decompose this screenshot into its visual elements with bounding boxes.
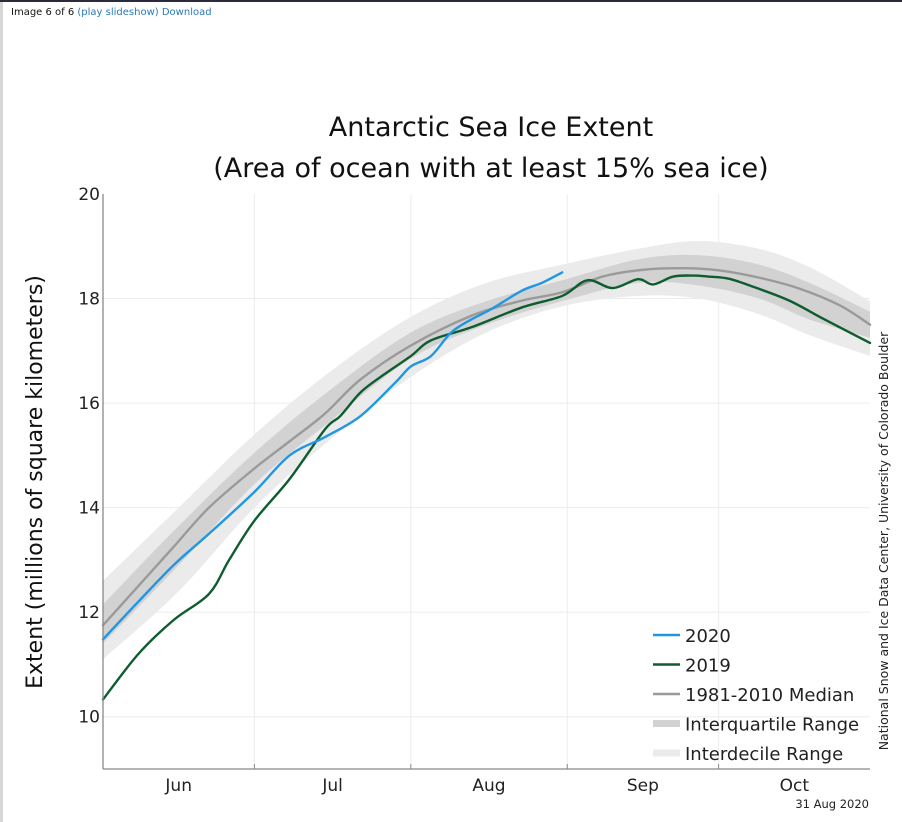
legend-label: Interdecile Range — [685, 744, 843, 765]
chart-title: Antarctic Sea Ice Extent — [329, 112, 653, 143]
x-tick-label: Aug — [472, 776, 505, 796]
x-tick-label: Sep — [627, 776, 659, 796]
y-tick-label: 14 — [78, 499, 100, 519]
y-tick-label: 18 — [78, 290, 100, 310]
y-tick-label: 16 — [78, 394, 100, 414]
window-left-edge — [0, 2, 3, 822]
window-top-border — [0, 0, 902, 2]
legend-item: 2020 — [653, 626, 731, 647]
date-stamp: 31 Aug 2020 — [795, 797, 869, 811]
legend-swatch-band — [653, 720, 680, 727]
y-tick-label: 20 — [78, 185, 100, 205]
series-line-s2019 — [101, 274, 872, 701]
series-line-s2020 — [101, 271, 564, 641]
axis-layer: 10 12 14 16 18 20 Jun Jul Aug Sep Oct — [78, 185, 870, 796]
y-axis-label: Extent (millions of square kilometers) — [23, 275, 48, 689]
legend-item: 1981-2010 Median — [653, 685, 854, 706]
series-layer — [101, 267, 872, 701]
legend-label: 1981-2010 Median — [685, 685, 854, 706]
legend-swatch-band — [653, 749, 680, 757]
x-tick-label: Jun — [164, 776, 192, 796]
y-tick-label: 12 — [78, 603, 100, 623]
legend-item: 2019 — [653, 656, 731, 677]
legend-label: 2019 — [685, 656, 731, 677]
y-tick-label: 10 — [78, 708, 100, 728]
x-tick-label: Jul — [321, 776, 343, 796]
legend-item: Interdecile Range — [653, 744, 843, 765]
legend-item: Interquartile Range — [653, 715, 859, 736]
chart-subtitle: (Area of ocean with at least 15% sea ice… — [213, 153, 768, 184]
interquartile-band — [103, 254, 870, 644]
legend-label: Interquartile Range — [685, 715, 859, 736]
credit-text: National Snow and Ice Data Center, Unive… — [876, 331, 891, 750]
legend-label: 2020 — [685, 626, 731, 647]
image-counter: Image 6 of 6 — [11, 7, 75, 18]
bands-layer — [103, 241, 870, 660]
x-tick-label: Oct — [780, 776, 810, 796]
download-link[interactable]: Download — [161, 7, 212, 18]
play-slideshow-link[interactable]: (play slideshow) — [77, 7, 159, 18]
legend: 2020 2019 1981-2010 Median Interquartile Ra… — [653, 626, 859, 765]
image-caption-bar: Image 6 of 6 (play slideshow) Download — [11, 7, 212, 18]
